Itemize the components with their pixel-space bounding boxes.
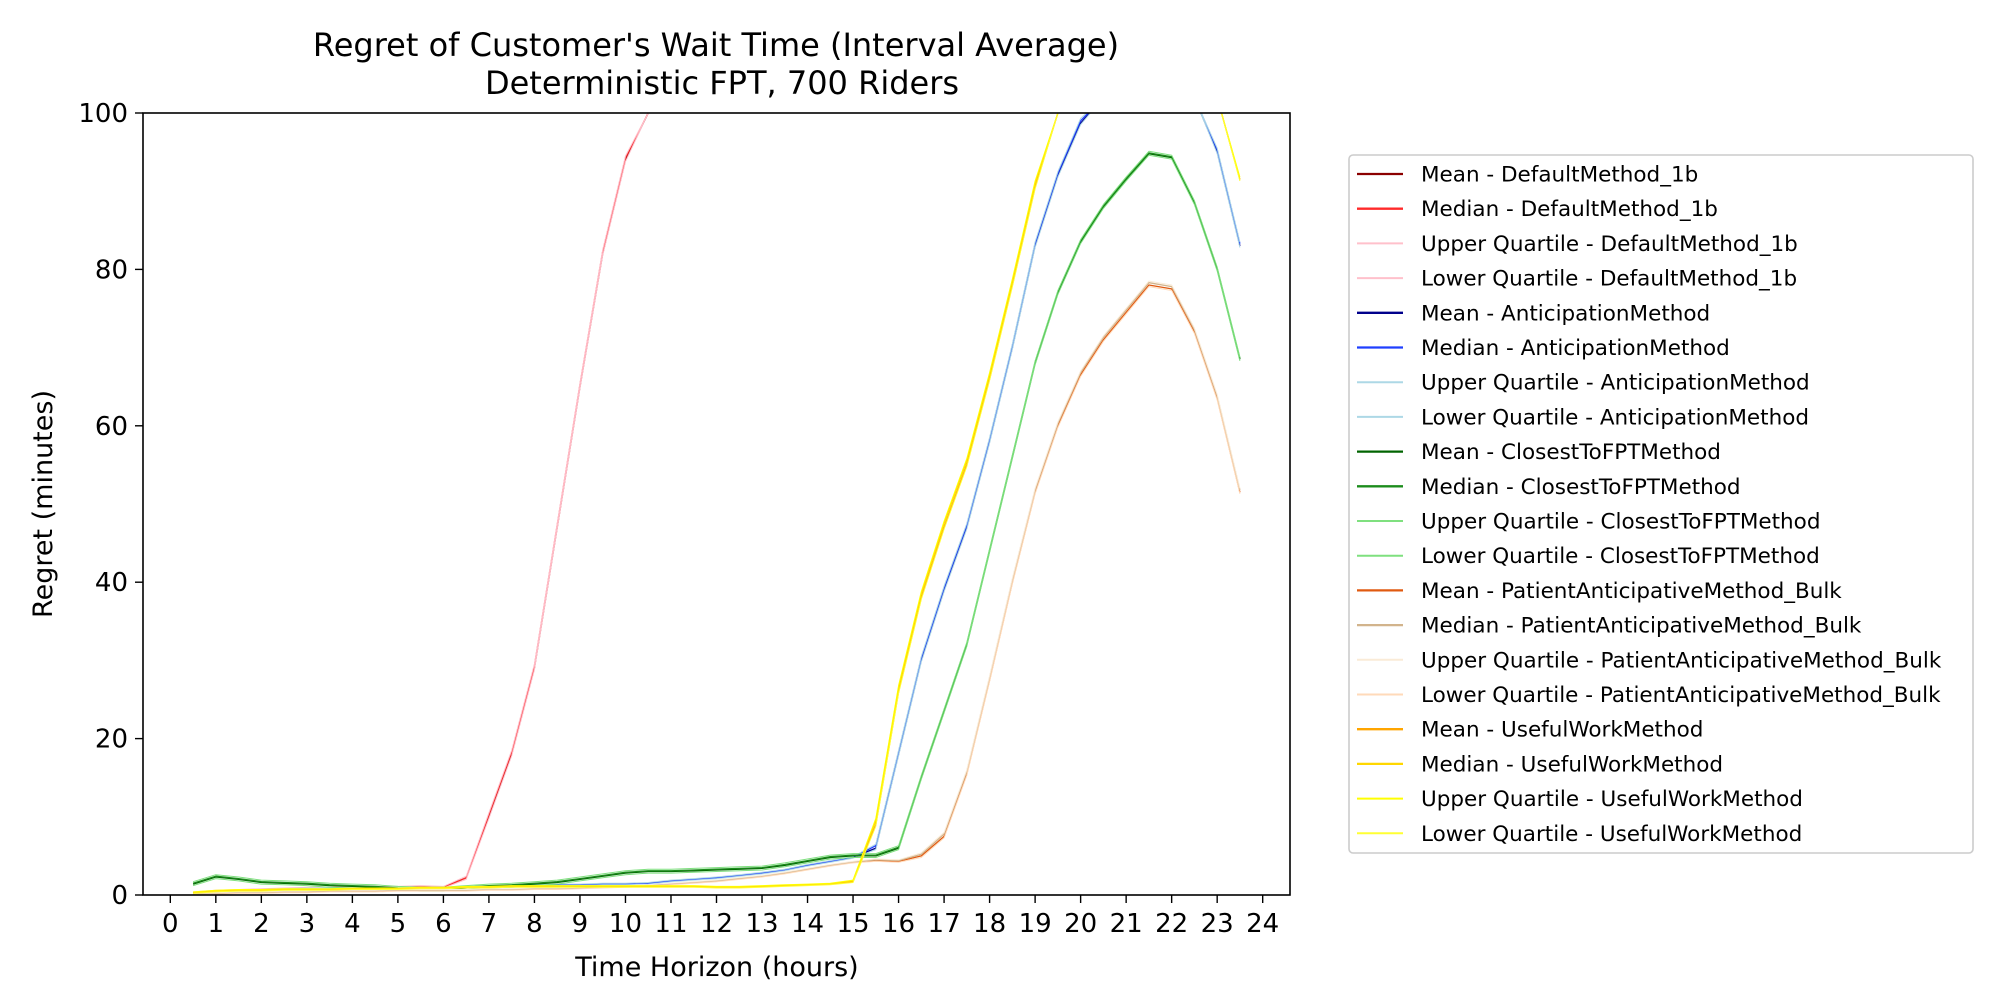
y-tick-label: 40 <box>95 568 128 598</box>
series-line-16 <box>193 286 1241 895</box>
series-line-11 <box>192 150 1241 888</box>
x-tick-label: 7 <box>481 909 498 939</box>
y-tick-label: 20 <box>95 725 128 755</box>
legend-label: Median - ClosestToFPTMethod <box>1421 475 1741 500</box>
y-tick-label: 60 <box>95 412 128 442</box>
legend-label: Lower Quartile - ClosestToFPTMethod <box>1421 544 1820 569</box>
x-axis: 0 1 2 3 4 5 6 7 8 9 10 11 12 13 14 15 16 17 18 19 20 21 22 23 24 <box>162 895 1279 939</box>
legend-label: Lower Quartile - DefaultMethod_1b <box>1421 267 1797 292</box>
x-tick-label: 15 <box>837 909 870 939</box>
x-tick-label: 12 <box>700 909 733 939</box>
series-line-18 <box>193 113 1241 894</box>
plot-area <box>143 113 1290 895</box>
x-tick-label: 0 <box>162 909 179 939</box>
x-tick-label: 24 <box>1246 909 1279 939</box>
x-tick-label: 19 <box>1019 909 1052 939</box>
legend-label: Upper Quartile - DefaultMethod_1b <box>1421 232 1798 257</box>
legend-label: Lower Quartile - UsefulWorkMethod <box>1421 822 1802 847</box>
legend-label: Upper Quartile - AnticipationMethod <box>1421 371 1810 396</box>
legend-label: Upper Quartile - ClosestToFPTMethod <box>1421 510 1820 535</box>
x-tick-label: 11 <box>654 909 687 939</box>
x-tick-label: 23 <box>1201 909 1234 939</box>
x-tick-label: 4 <box>344 909 361 939</box>
legend-label: Median - PatientAnticipativeMethod_Bulk <box>1421 614 1862 639</box>
series-line-14 <box>193 282 1241 895</box>
x-tick-label: 21 <box>1110 909 1143 939</box>
legend-label: Mean - AnticipationMethod <box>1421 301 1710 326</box>
legend-label: Lower Quartile - PatientAnticipativeMeth… <box>1421 683 1941 708</box>
legend-label: Median - UsefulWorkMethod <box>1421 752 1723 777</box>
x-tick-label: 18 <box>973 909 1006 939</box>
x-tick-label: 9 <box>572 909 589 939</box>
x-tick-label: 20 <box>1064 909 1097 939</box>
legend-label: Mean - UsefulWorkMethod <box>1421 718 1703 743</box>
y-axis: 0 20 40 60 80 100 <box>78 99 143 911</box>
x-tick-label: 17 <box>928 909 961 939</box>
x-axis-label: Time Horizon (hours) <box>574 952 858 983</box>
legend: Mean - DefaultMethod_1b Median - DefaultM… <box>1348 154 1974 854</box>
series-line-15 <box>193 280 1241 894</box>
x-tick-label: 3 <box>299 909 316 939</box>
y-tick-label: 80 <box>95 255 128 285</box>
y-axis-label: Regret (minutes) <box>28 390 59 618</box>
y-tick-label: 100 <box>78 99 128 129</box>
x-tick-label: 6 <box>435 909 452 939</box>
legend-label: Lower Quartile - AnticipationMethod <box>1421 405 1809 430</box>
legend-label: Mean - PatientAnticipativeMethod_Bulk <box>1421 579 1842 604</box>
legend-frame <box>1348 154 1974 854</box>
y-tick-label: 0 <box>111 881 128 911</box>
x-tick-label: 16 <box>882 909 915 939</box>
legend-label: Mean - ClosestToFPTMethod <box>1421 440 1721 465</box>
legend-label: Upper Quartile - UsefulWorkMethod <box>1421 787 1803 812</box>
series-layer <box>192 113 1241 895</box>
x-tick-label: 2 <box>253 909 270 939</box>
x-tick-label: 5 <box>390 909 407 939</box>
x-tick-label: 13 <box>745 909 778 939</box>
series-line-19 <box>193 113 1241 893</box>
x-tick-label: 10 <box>609 909 642 939</box>
series-line-20 <box>193 113 1241 894</box>
legend-label: Median - AnticipationMethod <box>1421 336 1730 361</box>
x-tick-label: 8 <box>526 909 543 939</box>
legend-label: Mean - DefaultMethod_1b <box>1421 163 1698 188</box>
x-tick-label: 14 <box>791 909 824 939</box>
chart-title: Regret of Customer's Wait Time (Interval… <box>313 26 1119 64</box>
legend-items: Mean - DefaultMethod_1b Median - DefaultM… <box>1357 163 1942 847</box>
x-tick-label: 1 <box>208 909 225 939</box>
legend-label: Upper Quartile - PatientAnticipativeMeth… <box>1421 648 1942 673</box>
chart-subtitle: Deterministic FPT, 700 Riders <box>485 64 959 102</box>
series-line-10 <box>192 152 1241 890</box>
legend-label: Median - DefaultMethod_1b <box>1421 197 1718 222</box>
x-tick-label: 22 <box>1155 909 1188 939</box>
